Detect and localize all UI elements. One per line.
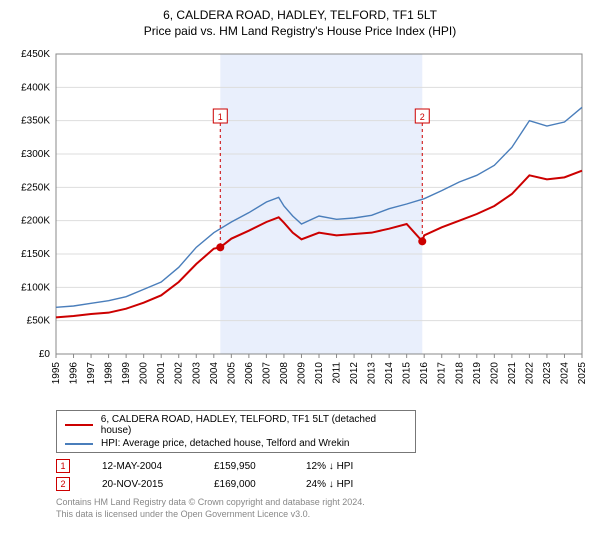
sale-date: 20-NOV-2015: [102, 479, 182, 490]
sale-diff: 24% ↓ HPI: [306, 479, 386, 490]
legend-swatch: [65, 424, 93, 426]
svg-text:2013: 2013: [367, 362, 378, 385]
legend-swatch: [65, 443, 93, 445]
svg-text:2016: 2016: [419, 362, 430, 385]
sales-table: 1 12-MAY-2004 £159,950 12% ↓ HPI 2 20-NOV-201…: [56, 457, 588, 493]
svg-text:2015: 2015: [402, 362, 413, 385]
sale-badge: 2: [56, 477, 70, 491]
svg-text:£100K: £100K: [21, 282, 50, 293]
svg-text:2017: 2017: [437, 362, 448, 385]
svg-text:2022: 2022: [524, 362, 535, 385]
footer-line: This data is licensed under the Open Gov…: [56, 509, 588, 521]
svg-text:2010: 2010: [314, 362, 325, 385]
sale-badge: 1: [56, 459, 70, 473]
svg-text:2002: 2002: [174, 362, 185, 385]
svg-text:1996: 1996: [69, 362, 80, 385]
svg-text:2004: 2004: [209, 362, 220, 385]
svg-text:2011: 2011: [332, 362, 343, 384]
svg-text:2023: 2023: [542, 362, 553, 385]
svg-text:2003: 2003: [191, 362, 202, 385]
svg-text:2012: 2012: [349, 362, 360, 385]
footer-attribution: Contains HM Land Registry data © Crown c…: [56, 497, 588, 520]
chart-title: 6, CALDERA ROAD, HADLEY, TELFORD, TF1 5L…: [12, 8, 588, 22]
footer-line: Contains HM Land Registry data © Crown c…: [56, 497, 588, 509]
svg-text:2001: 2001: [156, 362, 167, 385]
svg-text:2018: 2018: [454, 362, 465, 385]
svg-text:2000: 2000: [139, 362, 150, 385]
svg-text:2025: 2025: [577, 362, 588, 385]
svg-text:2014: 2014: [384, 362, 395, 385]
svg-text:2007: 2007: [261, 362, 272, 385]
svg-text:£350K: £350K: [21, 116, 50, 127]
svg-text:£150K: £150K: [21, 249, 50, 260]
line-chart: £0 £50K £100K £150K £200K £250K £300K £350K £400…: [12, 44, 588, 404]
svg-text:2019: 2019: [472, 362, 483, 385]
svg-text:2: 2: [420, 112, 425, 122]
svg-text:2020: 2020: [489, 362, 500, 385]
svg-text:1999: 1999: [121, 362, 132, 385]
svg-text:2024: 2024: [559, 362, 570, 385]
svg-text:1995: 1995: [51, 362, 62, 385]
svg-text:£450K: £450K: [21, 49, 50, 60]
svg-text:1997: 1997: [86, 362, 97, 385]
svg-text:2005: 2005: [226, 362, 237, 385]
legend-item: HPI: Average price, detached house, Telf…: [65, 437, 407, 450]
sale-price: £169,000: [214, 479, 274, 490]
legend-label: 6, CALDERA ROAD, HADLEY, TELFORD, TF1 5L…: [101, 414, 407, 436]
svg-text:£400K: £400K: [21, 82, 50, 93]
sale-date: 12-MAY-2004: [102, 461, 182, 472]
svg-text:£0: £0: [39, 349, 51, 360]
sale-row: 1 12-MAY-2004 £159,950 12% ↓ HPI: [56, 457, 588, 475]
svg-text:2009: 2009: [296, 362, 307, 385]
svg-text:£200K: £200K: [21, 216, 50, 227]
svg-text:£50K: £50K: [27, 316, 51, 327]
sale-row: 2 20-NOV-2015 £169,000 24% ↓ HPI: [56, 475, 588, 493]
svg-text:£300K: £300K: [21, 149, 50, 160]
svg-text:1998: 1998: [104, 362, 115, 385]
chart-area: £0 £50K £100K £150K £200K £250K £300K £350K £400…: [12, 44, 588, 404]
sale-price: £159,950: [214, 461, 274, 472]
svg-text:2021: 2021: [507, 362, 518, 385]
svg-text:2008: 2008: [279, 362, 290, 385]
chart-subtitle: Price paid vs. HM Land Registry's House …: [12, 24, 588, 38]
svg-text:£250K: £250K: [21, 182, 50, 193]
sale-diff: 12% ↓ HPI: [306, 461, 386, 472]
svg-text:1: 1: [218, 112, 223, 122]
legend-item: 6, CALDERA ROAD, HADLEY, TELFORD, TF1 5L…: [65, 413, 407, 437]
svg-text:2006: 2006: [244, 362, 255, 385]
legend-label: HPI: Average price, detached house, Telf…: [101, 438, 350, 449]
legend: 6, CALDERA ROAD, HADLEY, TELFORD, TF1 5L…: [56, 410, 416, 453]
